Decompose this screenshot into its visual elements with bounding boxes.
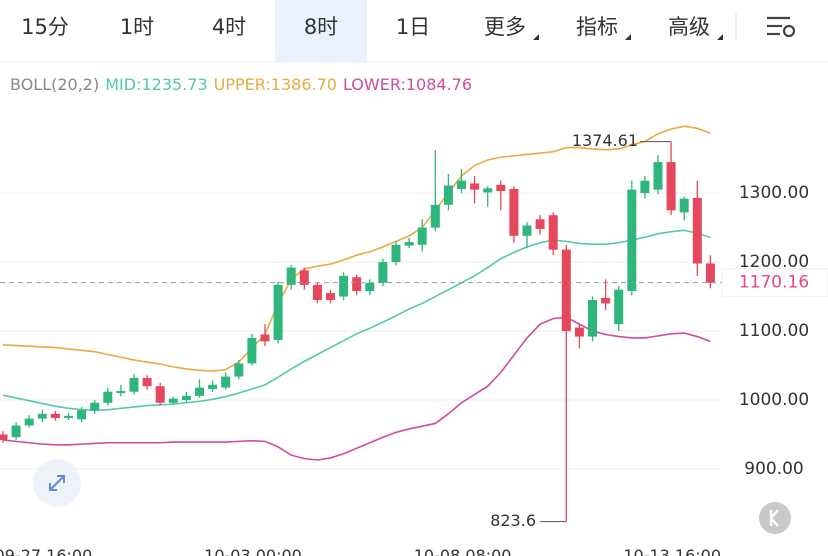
candle-body [273,284,283,340]
candle-body [77,410,87,420]
candle-body [11,425,21,438]
dropdown-caret [625,34,631,40]
candle-body [535,219,545,229]
candle-body [666,162,676,211]
expand-button[interactable] [33,459,81,507]
tab[interactable]: 8时 [304,15,338,39]
candle-body [692,197,702,264]
tab[interactable]: 4时 [212,15,246,39]
indicator-legend: BOLL(20,2) MID:1235.73 UPPER:1386.70 LOWER:… [10,75,472,94]
legend-value: 1084.76 [406,75,472,94]
candle-body [574,327,584,337]
candle-body [181,395,191,400]
y-tick-label: 1200.00 [739,252,809,272]
y-tick-label: 1300.00 [739,183,809,203]
candle-body [299,270,309,285]
settings-icon[interactable] [767,16,796,38]
indicator-name: BOLL(20,2) [10,75,99,94]
candle-body [129,377,139,392]
tab[interactable]: 15分 [21,15,69,39]
dropdown-caret [533,34,539,40]
candle-body [0,434,8,440]
candle-body [142,377,152,387]
candle-body [155,386,165,403]
candle-body [221,376,231,388]
legend-name: LOWER: [343,75,406,94]
legend-name: MID: [105,75,141,94]
candle-body [548,215,558,250]
candle-body [312,284,322,300]
candle-body [483,188,493,193]
legend-value: 1235.73 [141,75,207,94]
candle-body [640,180,650,194]
tab[interactable]: 更多 [484,15,526,39]
candle-body [627,189,637,292]
boll-line [2,125,711,372]
candle-body [116,391,126,394]
candle-body [417,227,427,245]
active-tab-bg [275,0,367,62]
candle-body [430,204,440,228]
candle-body [443,185,453,205]
candle-body [103,391,113,403]
x-tick-label: 10-13 16:00 [623,546,721,556]
candle-body [679,198,689,213]
y-tick-label: 1100.00 [739,321,809,341]
y-tick-label: 1000.00 [739,390,809,410]
candle-body [326,293,335,300]
candle-body [247,337,257,364]
candle-body [588,300,597,337]
candle-body [286,267,296,285]
last-price-box [721,268,828,298]
candle-body [37,413,47,419]
candle-body [168,398,178,403]
last-price-label: 1170.16 [739,273,809,293]
candle-body [260,334,270,342]
candle-body [561,249,571,332]
candle-body [509,188,519,236]
legend-name: UPPER: [214,75,271,94]
candle-body [234,363,244,377]
candle-body [705,263,715,283]
x-tick-label: 10-08 08:00 [414,546,512,556]
candle-body [614,289,624,325]
tab[interactable]: 1时 [120,15,154,39]
candle-body [352,277,362,292]
candle-body [50,413,60,418]
tab[interactable]: 指标 [576,15,618,39]
scroll-end-button[interactable] [759,502,791,534]
candle-body [195,387,204,396]
candle-body [208,384,218,389]
tab[interactable]: 高级 [668,15,710,39]
dropdown-caret [717,34,723,40]
candle-body [457,180,466,189]
annotation: 823.6 [490,511,536,530]
candle-body [90,402,100,411]
candle-body [496,184,506,192]
candle-body [601,297,611,304]
candle-body [64,415,73,418]
candle-body [522,225,532,236]
candle-body [339,275,349,297]
y-tick-label: 900.00 [744,459,803,479]
x-tick-label: 10-03 00:00 [204,546,302,556]
candle-body [404,242,414,246]
tab[interactable]: 1日 [396,15,430,39]
legend-value: 1386.70 [271,75,337,94]
candle-body [470,183,480,190]
candle-body [653,162,663,190]
annotation: 1374.61 [572,131,638,150]
candle-body [378,262,388,283]
candle-body [24,418,34,426]
boll-line [2,229,711,412]
candle-body [365,282,375,292]
x-tick-label: 09-27 16:00 [0,546,92,556]
candle-body [391,244,401,263]
